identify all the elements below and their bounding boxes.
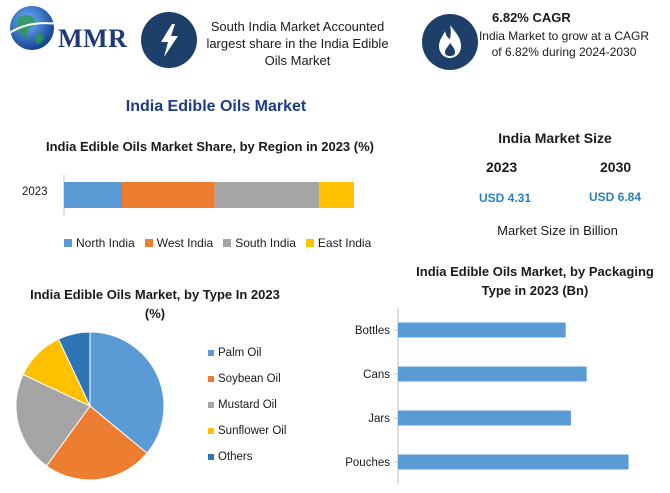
region-bar-segment-north-india <box>64 182 122 208</box>
legend-swatch <box>208 376 214 382</box>
pie-legend: Palm Oil Soybean Oil Mustard Oil Sunflow… <box>208 340 286 470</box>
region-bar-segment-east-india <box>319 182 354 208</box>
legend-mustard-oil: Mustard Oil <box>208 392 286 418</box>
market-size-value-2023: USD 4.31 <box>479 191 532 205</box>
logo-text: MMR <box>58 24 128 53</box>
legend-palm-oil: Palm Oil <box>208 340 286 366</box>
pie-slice-palm-oil <box>89 331 165 454</box>
cagr-title: 6.82% CAGR <box>492 10 571 25</box>
legend-label: South India <box>235 236 296 250</box>
packaging-chart-title: India Edible Oils Market, by Packaging T… <box>416 264 654 298</box>
packaging-tick-label-cans: Cans <box>363 369 390 381</box>
pie-slice-others <box>57 331 91 407</box>
legend-label: East India <box>317 236 372 250</box>
flame-icon <box>422 14 478 70</box>
legend-west-india: West India <box>144 236 214 250</box>
legend-sunflower-oil: Sunflower Oil <box>208 418 286 444</box>
type-chart-title: India Edible Oils Market, by Type In 202… <box>30 287 280 321</box>
legend-label: North India <box>76 236 135 250</box>
packaging-tick-label-bottles: Bottles <box>355 325 390 337</box>
legend-label: Mustard Oil <box>218 399 277 411</box>
legend-swatch <box>305 239 314 247</box>
legend-label: Soybean Oil <box>218 373 281 385</box>
legend-label: Palm Oil <box>218 347 262 359</box>
legend-south-india: South India <box>223 236 296 250</box>
legend-swatch <box>64 239 72 247</box>
pie-slice-soybean-oil <box>45 405 148 481</box>
legend-label: Others <box>218 451 253 463</box>
packaging-bar-pouches <box>398 454 629 470</box>
mmr-logo <box>4 4 130 56</box>
legend-soybean-oil: Soybean Oil <box>208 366 286 392</box>
packaging-bar-jars <box>398 410 571 426</box>
region-legend: North India West India South India East … <box>64 236 371 250</box>
packaging-bar-bottles <box>398 322 566 338</box>
legend-swatch <box>223 239 232 247</box>
legend-swatch <box>208 350 214 356</box>
main-title: India Edible Oils Market <box>125 98 307 115</box>
market-size-unit-note: Market Size in Billion <box>497 223 618 238</box>
legend-swatch <box>144 239 153 247</box>
cagr-text: India Market to grow at a CAGR of 6.82% … <box>478 29 650 59</box>
market-size-value-2030: USD 6.84 <box>589 190 642 204</box>
market-size-title: India Market Size <box>498 130 612 146</box>
legend-swatch <box>208 428 214 434</box>
market-size-year-2030: 2030 <box>600 159 632 175</box>
region-bar-segment-west-india <box>122 182 215 208</box>
legend-swatch <box>208 454 214 460</box>
packaging-bar-cans <box>398 366 587 382</box>
market-size-year-2023: 2023 <box>486 159 518 175</box>
legend-others: Others <box>208 444 286 470</box>
legend-label: Sunflower Oil <box>218 425 287 437</box>
globe-icon <box>7 6 59 50</box>
legend-swatch <box>208 402 214 408</box>
header-south-india-text: South India Market Accounted largest sha… <box>206 19 389 68</box>
legend-north-india: North India <box>64 236 135 250</box>
packaging-tick-label-pouches: Pouches <box>345 457 390 469</box>
legend-east-india: East India <box>305 236 372 250</box>
region-bar-segment-south-india <box>214 182 320 208</box>
legend-label: West India <box>156 236 214 250</box>
region-chart-category-label: 2023 <box>22 186 48 198</box>
lightning-bolt-icon <box>141 12 197 68</box>
region-chart-title: India Edible Oils Market Share, by Regio… <box>46 139 374 154</box>
packaging-tick-label-jars: Jars <box>368 413 390 425</box>
